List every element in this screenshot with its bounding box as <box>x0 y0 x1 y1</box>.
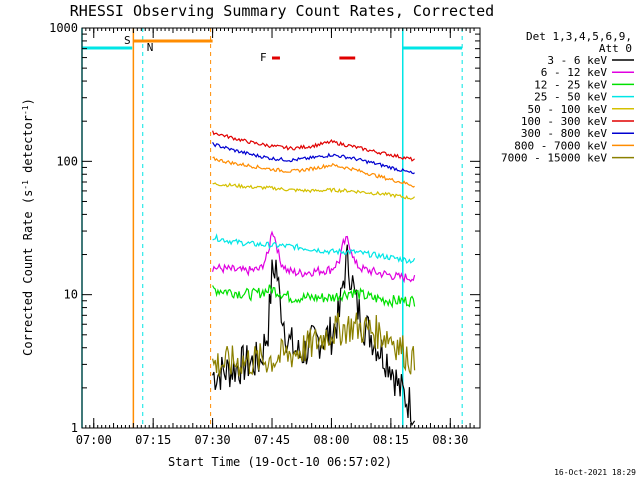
legend-label: 800 - 7000 keV <box>514 139 607 152</box>
series-lines <box>212 130 416 427</box>
legend-header-2: Att 0 <box>599 42 632 55</box>
series-line <box>212 284 416 309</box>
y-tick-label: 1 <box>71 421 78 435</box>
series-line <box>212 182 416 200</box>
series-line <box>212 230 416 284</box>
y-tick-label: 100 <box>56 154 78 168</box>
series-line <box>212 233 416 264</box>
timestamp: 16-Oct-2021 18:29 <box>554 468 636 477</box>
series-line <box>212 141 415 175</box>
plot-frame <box>81 27 481 429</box>
series-line <box>212 244 416 427</box>
legend-label: 100 - 300 keV <box>521 115 607 128</box>
flare-label: F <box>260 51 267 64</box>
legend-label: 12 - 25 keV <box>534 78 607 91</box>
x-tick-label: 08:30 <box>432 433 468 447</box>
x-tick-label: 07:45 <box>254 433 290 447</box>
x-tick-label: 08:00 <box>313 433 349 447</box>
series-line <box>212 130 415 162</box>
legend-label: 7000 - 15000 keV <box>501 152 607 165</box>
series-line <box>212 312 416 377</box>
y-label-suffix: ) <box>21 98 35 105</box>
y-label-prefix: Corrected Count Rate (s <box>21 190 35 356</box>
axes: 1 10 100 1000 07:00 07:15 07:30 07:45 08:00 08:15… <box>49 21 481 447</box>
y-tick-label: 10 <box>64 288 78 302</box>
legend-label: 300 - 800 keV <box>521 127 607 140</box>
y-tick-label: 1000 <box>49 21 78 35</box>
night-label: N <box>147 41 154 54</box>
series-line <box>212 156 415 188</box>
y-label-mid: detector <box>21 115 35 180</box>
x-axis-label: Start Time (19-Oct-10 06:57:02) <box>168 455 392 469</box>
legend-label: 25 - 50 keV <box>534 91 607 104</box>
svg-text:Corrected Count Rate (s-1 dete: Corrected Count Rate (s-1 detector-1) <box>21 98 36 356</box>
legend-label: 50 - 100 keV <box>528 103 608 116</box>
x-tick-label: 07:00 <box>76 433 112 447</box>
legend-label: 3 - 6 keV <box>547 54 607 67</box>
y-label-sup-2: -1 <box>21 105 30 115</box>
x-tick-label: 08:15 <box>373 433 409 447</box>
y-label-sup-1: -1 <box>21 180 30 190</box>
x-tick-label: 07:30 <box>195 433 231 447</box>
x-tick-label: 07:15 <box>135 433 171 447</box>
saa-label: S <box>124 34 131 47</box>
legend-header-1: Det 1,3,4,5,6,9, <box>526 30 632 43</box>
legend-label: 6 - 12 keV <box>541 66 608 79</box>
y-axis-label: Corrected Count Rate (s-1 detector-1) <box>21 98 36 356</box>
chart-title: RHESSI Observing Summary Count Rates, Co… <box>70 2 494 20</box>
